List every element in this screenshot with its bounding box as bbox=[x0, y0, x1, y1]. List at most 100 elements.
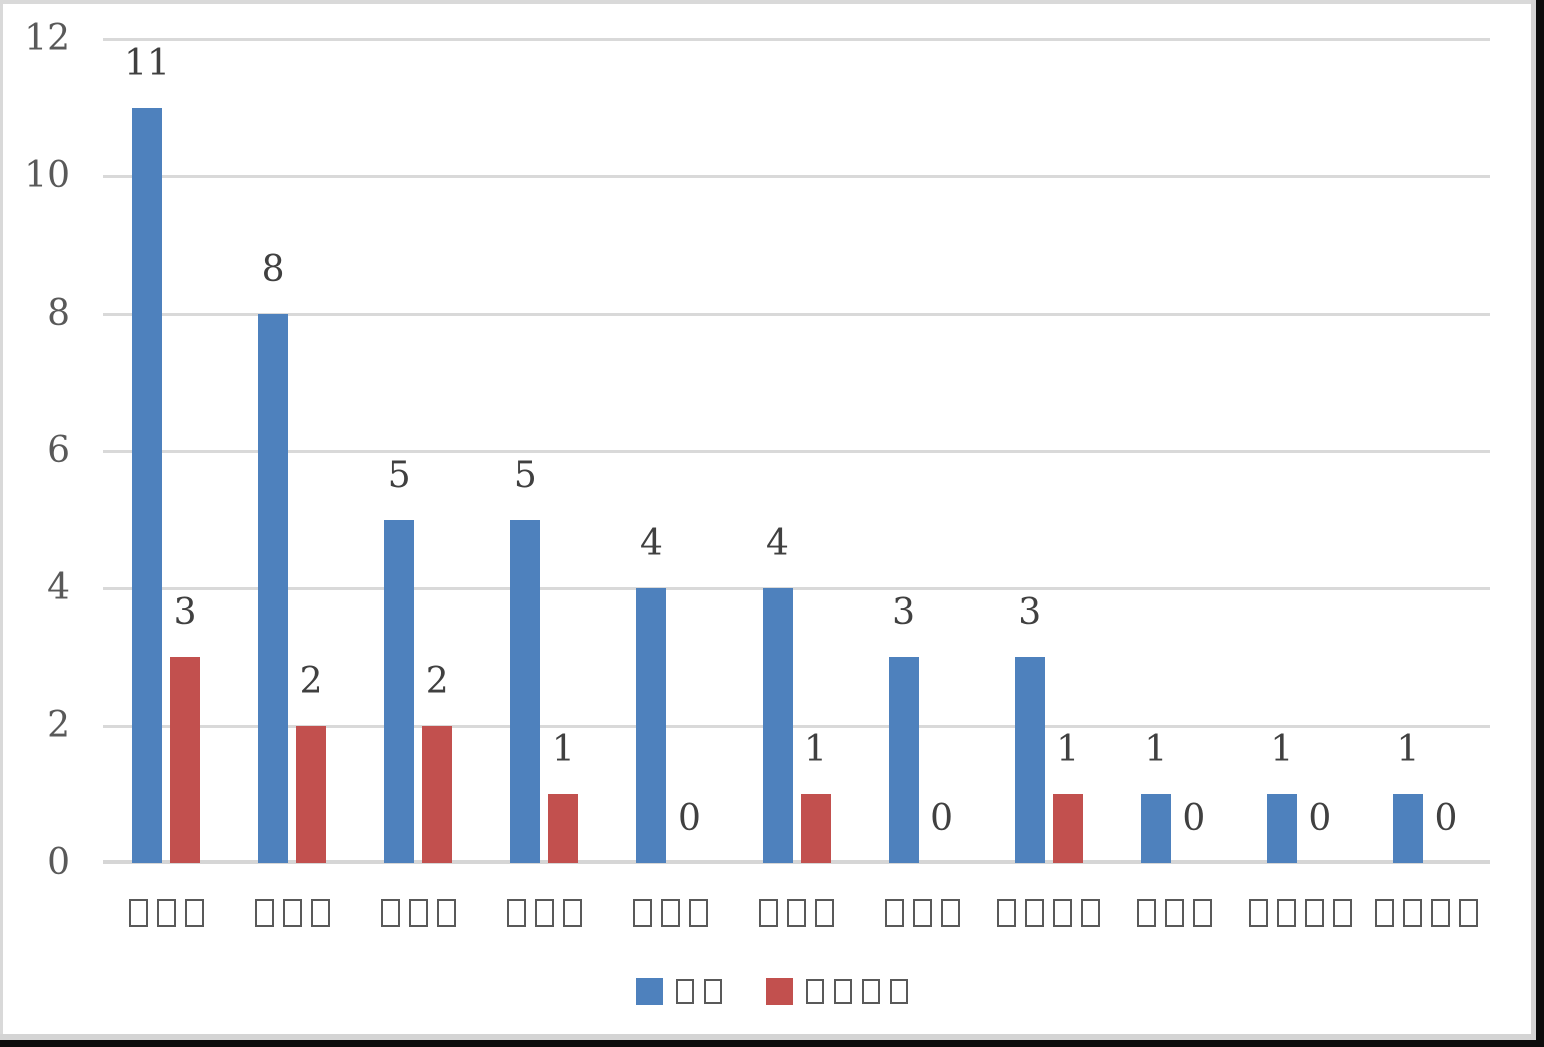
missing-glyph-box bbox=[704, 978, 722, 1004]
bar-series2 bbox=[296, 725, 327, 863]
missing-glyph-box bbox=[1333, 899, 1353, 927]
x-axis-category-label bbox=[737, 899, 857, 927]
plot-area: 11 3 8 2 5 2 5 1 4 0 4 1 3 0 3 1 1 0 1 0 1 0 bbox=[103, 38, 1490, 864]
data-label-series1: 3 bbox=[892, 592, 916, 633]
bar-series1 bbox=[510, 519, 541, 863]
gridline bbox=[103, 587, 1490, 591]
legend-item-series1 bbox=[636, 977, 722, 1005]
legend-item-series2 bbox=[766, 977, 908, 1005]
y-axis-tick-label: 2 bbox=[47, 704, 70, 746]
bar-series2 bbox=[422, 725, 453, 863]
missing-glyph-box bbox=[156, 899, 176, 927]
bar-series2 bbox=[548, 794, 579, 863]
frame-edge-bottom-inner bbox=[0, 1034, 1544, 1040]
x-axis-line bbox=[103, 860, 1490, 864]
missing-glyph-box bbox=[1137, 899, 1157, 927]
data-label-series1: 5 bbox=[387, 454, 411, 496]
y-axis-tick-label: 0 bbox=[47, 842, 70, 883]
missing-glyph-box bbox=[1025, 899, 1045, 927]
x-axis-category-label bbox=[610, 899, 730, 927]
data-label-series1: 5 bbox=[513, 454, 537, 496]
legend-swatch-series1 bbox=[636, 977, 663, 1005]
missing-glyph-box bbox=[1193, 899, 1213, 927]
data-label-series2: 1 bbox=[804, 729, 827, 771]
data-label-series1: 3 bbox=[1018, 592, 1042, 633]
y-axis-tick-label: 6 bbox=[47, 430, 70, 471]
gridline bbox=[103, 724, 1490, 728]
data-label-series2: 2 bbox=[425, 660, 449, 702]
missing-glyph-box bbox=[506, 899, 526, 927]
bar-series2 bbox=[1052, 794, 1083, 863]
bar-series1 bbox=[762, 588, 793, 863]
missing-glyph-box bbox=[834, 978, 852, 1004]
data-label-series1: 4 bbox=[639, 523, 663, 565]
legend-label-series2 bbox=[806, 978, 908, 1004]
missing-glyph-box bbox=[1459, 899, 1479, 927]
missing-glyph-box bbox=[941, 899, 961, 927]
frame-edge-right bbox=[1536, 0, 1544, 1047]
missing-glyph-box bbox=[787, 899, 806, 927]
bar-series1 bbox=[888, 657, 919, 863]
gridline bbox=[103, 450, 1490, 453]
data-label-series1: 11 bbox=[124, 42, 170, 84]
y-axis-tick-label: 4 bbox=[47, 567, 70, 609]
missing-glyph-box bbox=[380, 899, 400, 927]
missing-glyph-box bbox=[1375, 899, 1395, 927]
frame-edge-bottom bbox=[0, 1040, 1544, 1047]
missing-glyph-box bbox=[1305, 899, 1325, 927]
y-axis-tick-label: 8 bbox=[47, 292, 70, 334]
x-axis bbox=[103, 899, 1490, 933]
frame-edge-right-inner bbox=[1531, 0, 1536, 1047]
data-label-series2: 0 bbox=[677, 798, 701, 839]
data-label-series2: 0 bbox=[930, 798, 954, 839]
gridline bbox=[103, 175, 1490, 179]
x-axis-category-label bbox=[484, 899, 604, 927]
x-axis-category-label bbox=[863, 899, 983, 927]
data-label-series1: 1 bbox=[1396, 729, 1420, 771]
x-axis-category-label bbox=[106, 899, 226, 927]
missing-glyph-box bbox=[562, 899, 582, 927]
missing-glyph-box bbox=[436, 899, 456, 927]
missing-glyph-box bbox=[310, 899, 330, 927]
x-axis-category-label bbox=[358, 899, 478, 927]
frame-edge-top bbox=[0, 0, 1544, 4]
x-axis-category-label bbox=[1367, 899, 1487, 927]
missing-glyph-box bbox=[806, 978, 824, 1004]
data-label-series1: 1 bbox=[1270, 729, 1294, 771]
y-axis-tick-label: 12 bbox=[24, 18, 70, 59]
data-label-series1: 1 bbox=[1144, 729, 1168, 771]
data-label-series1: 8 bbox=[261, 248, 285, 290]
x-axis-category-label bbox=[232, 899, 352, 927]
data-label-series2: 0 bbox=[1434, 798, 1458, 839]
missing-glyph-box bbox=[1053, 899, 1073, 927]
gridline bbox=[103, 38, 1490, 41]
legend bbox=[0, 974, 1544, 1008]
missing-glyph-box bbox=[913, 899, 933, 927]
bar-series1 bbox=[132, 107, 163, 863]
missing-glyph-box bbox=[660, 899, 680, 927]
bar-series2 bbox=[170, 657, 201, 863]
missing-glyph-box bbox=[534, 899, 554, 927]
missing-glyph-box bbox=[676, 978, 694, 1004]
missing-glyph-box bbox=[128, 899, 148, 927]
frame-edge-left bbox=[0, 0, 3, 1047]
legend-label-series1 bbox=[676, 978, 722, 1004]
missing-glyph-box bbox=[632, 899, 652, 927]
data-label-series2: 1 bbox=[1056, 729, 1080, 771]
missing-glyph-box bbox=[254, 899, 274, 927]
gridline bbox=[103, 312, 1490, 316]
y-axis-tick-label: 10 bbox=[24, 155, 70, 197]
missing-glyph-box bbox=[997, 899, 1017, 927]
data-label-series2: 0 bbox=[1182, 798, 1206, 839]
data-label-series2: 0 bbox=[1308, 798, 1332, 839]
missing-glyph-box bbox=[408, 899, 428, 927]
bar-series1 bbox=[384, 519, 415, 863]
missing-glyph-box bbox=[1277, 899, 1297, 927]
x-axis-category-label bbox=[989, 899, 1109, 927]
bar-series1 bbox=[1140, 794, 1171, 863]
data-label-series2: 2 bbox=[299, 660, 323, 702]
bar-series1 bbox=[636, 588, 667, 863]
missing-glyph-box bbox=[1081, 899, 1101, 927]
missing-glyph-box bbox=[1431, 899, 1451, 927]
